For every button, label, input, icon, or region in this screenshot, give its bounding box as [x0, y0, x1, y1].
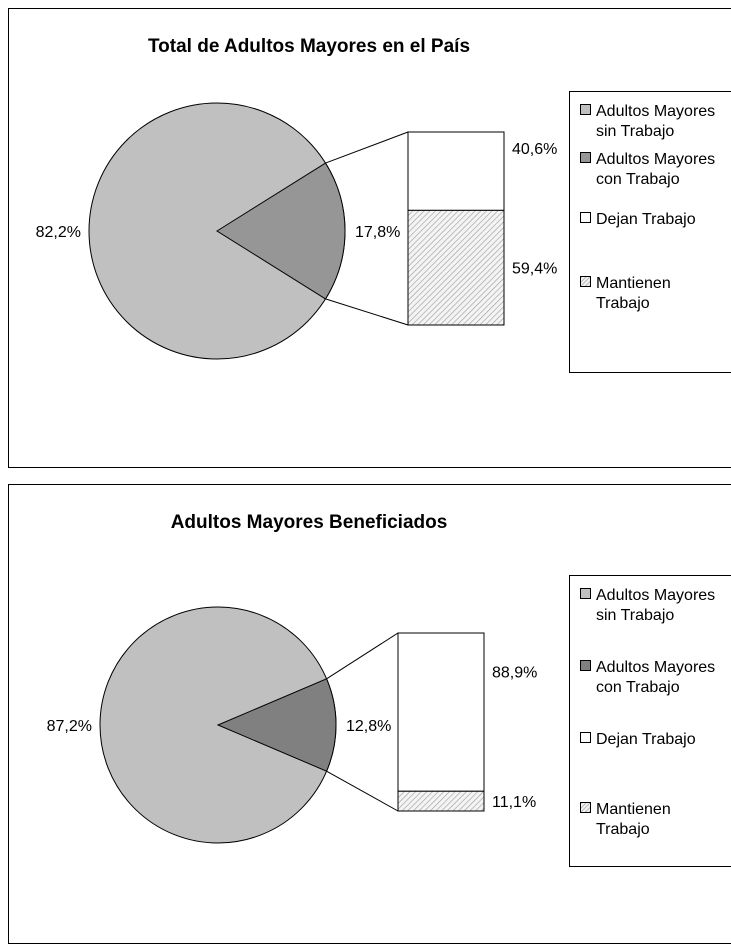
- legend-label: Mantienen: [596, 801, 671, 818]
- legend-swatch: [580, 276, 591, 287]
- legend-label: Dejan Trabajo: [596, 211, 696, 228]
- connector-line: [326, 632, 399, 680]
- legend-swatch: [580, 588, 591, 599]
- legend-label: Adultos Mayores: [596, 151, 716, 168]
- legend-label: Adultos Mayores: [596, 587, 716, 604]
- legend-label: Trabajo: [596, 821, 650, 838]
- chart-panel-total: Total de Adultos Mayores en el País 40,6…: [8, 8, 731, 468]
- legend-swatch: [580, 212, 591, 223]
- legend-swatch: [580, 104, 591, 115]
- legend-label: Trabajo: [596, 295, 650, 312]
- breakdown-segment-mantienen: [407, 209, 505, 326]
- legend-label: con Trabajo: [596, 679, 680, 696]
- legend-label: con Trabajo: [596, 171, 680, 188]
- legend-swatch: [580, 802, 591, 813]
- legend-swatch: [580, 660, 591, 671]
- breakdown-segment-dejan: [407, 131, 505, 211]
- legend-label: Adultos Mayores: [596, 659, 716, 676]
- data-label: 11,1%: [492, 794, 536, 811]
- legend-label: Adultos Mayores: [596, 103, 716, 120]
- legend-item: Mantienen Trabajo: [580, 800, 671, 840]
- legend-label: Mantienen: [596, 275, 671, 292]
- legend-item: Adultos Mayores sin Trabajo: [580, 586, 715, 626]
- chart-title: Adultos Mayores Beneficiados: [170, 512, 448, 533]
- chart-legend: Adultos Mayores sin Trabajo Adultos Mayore…: [569, 575, 731, 867]
- legend-item: Adultos Mayores con Trabajo: [580, 658, 715, 698]
- data-label: 12,8%: [346, 718, 391, 735]
- legend-swatch: [580, 152, 591, 163]
- breakdown-segment-mantienen: [397, 790, 485, 812]
- data-label: 88,9%: [492, 664, 537, 681]
- legend-label: sin Trabajo: [596, 123, 675, 140]
- pie-slice-con-trabajo: [216, 162, 346, 300]
- legend-swatch: [580, 732, 591, 743]
- legend-item: Adultos Mayores con Trabajo: [580, 150, 715, 190]
- legend-item: Dejan Trabajo: [580, 730, 696, 750]
- connector-line: [325, 298, 409, 326]
- data-label: 17,8%: [355, 224, 400, 241]
- pie-of-bar-chart: 40,6% 59,4% 82,2% 17,8%: [36, 102, 557, 360]
- pie-slice-con-trabajo: [216, 678, 337, 772]
- legend-item: Mantienen Trabajo: [580, 274, 671, 314]
- connector-line: [325, 131, 409, 164]
- pie-of-bar-chart: 88,9% 11,1% 87,2% 12,8%: [47, 606, 537, 844]
- legend-label: Dejan Trabajo: [596, 731, 696, 748]
- chart-legend: Adultos Mayores sin Trabajo Adultos Mayore…: [569, 91, 731, 373]
- data-label: 87,2%: [47, 718, 92, 735]
- data-label: 59,4%: [512, 261, 557, 278]
- legend-item: Dejan Trabajo: [580, 210, 696, 230]
- chart-title: Total de Adultos Mayores en el País: [147, 36, 471, 57]
- chart-panel-beneficiados: Adultos Mayores Beneficiados 88,9% 11,1% 8…: [8, 484, 731, 944]
- breakdown-segment-dejan: [397, 632, 485, 792]
- data-label: 82,2%: [36, 224, 81, 241]
- data-label: 40,6%: [512, 141, 557, 158]
- legend-label: sin Trabajo: [596, 607, 675, 624]
- connector-line: [326, 770, 399, 812]
- legend-item: Adultos Mayores sin Trabajo: [580, 102, 715, 142]
